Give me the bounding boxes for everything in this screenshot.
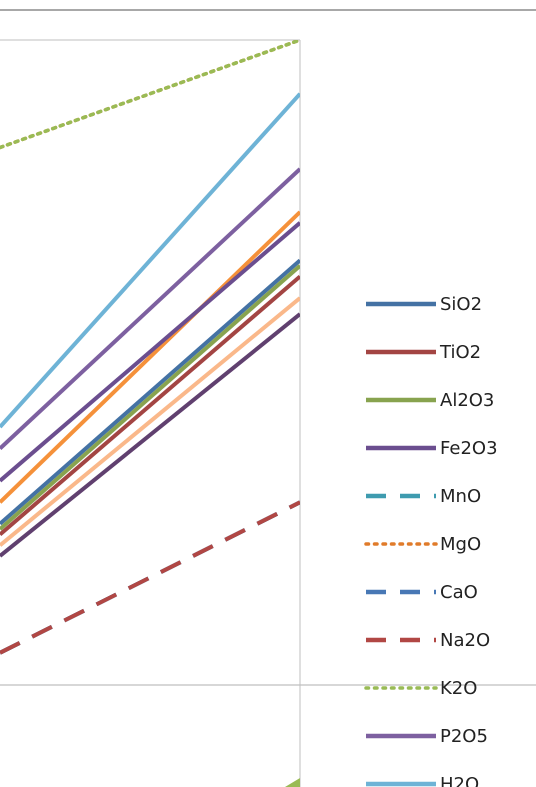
legend-label: TiO2 bbox=[439, 342, 481, 363]
series-line-h2o bbox=[0, 92, 300, 429]
legend-item-p2o5: P2O5 bbox=[366, 726, 488, 747]
legend-item-tio2: TiO2 bbox=[366, 342, 481, 363]
legend-label: CaO bbox=[440, 582, 478, 603]
legend-label: P2O5 bbox=[440, 726, 488, 747]
legend-item-h2o: H2O bbox=[366, 774, 479, 787]
edge-marker bbox=[285, 778, 300, 787]
plot-area bbox=[0, 40, 300, 655]
legend-label: Fe2O3 bbox=[440, 438, 498, 459]
legend-item-fe2o3: Fe2O3 bbox=[366, 438, 498, 459]
legend-item-sio2: SiO2 bbox=[366, 294, 482, 315]
legend-item-mno: MnO bbox=[366, 486, 481, 507]
series-line-tio2 bbox=[0, 274, 300, 537]
legend: SiO2 TiO2 Al2O3 Fe2O3 MnO MgO CaO Na2O K2O P2O5 H2… bbox=[364, 294, 498, 787]
series-line-p2o5 bbox=[0, 167, 300, 450]
series-line-na2o bbox=[0, 500, 300, 655]
legend-item-al2o3: Al2O3 bbox=[366, 390, 494, 411]
series-line-k2o bbox=[0, 40, 300, 150]
legend-label: Al2O3 bbox=[440, 390, 494, 411]
legend-label: MgO bbox=[440, 534, 481, 555]
legend-item-cao: CaO bbox=[366, 582, 478, 603]
legend-label: H2O bbox=[440, 774, 479, 787]
series-line-sio2 bbox=[0, 258, 300, 526]
series-line-extra-0 bbox=[0, 210, 300, 504]
series-line-fe2o3 bbox=[0, 221, 300, 483]
legend-label: MnO bbox=[440, 486, 481, 507]
chart-frame bbox=[0, 9, 536, 787]
legend-label: SiO2 bbox=[440, 294, 482, 315]
series-line-al2o3 bbox=[0, 264, 300, 531]
legend-label: Na2O bbox=[440, 630, 490, 651]
legend-item-k2o: K2O bbox=[364, 678, 477, 699]
series-line-extra-2 bbox=[0, 312, 300, 558]
legend-item-na2o: Na2O bbox=[366, 630, 490, 651]
legend-label: K2O bbox=[440, 678, 477, 699]
series-line-extra-1 bbox=[0, 296, 300, 547]
legend-item-mgo: MgO bbox=[364, 534, 481, 555]
